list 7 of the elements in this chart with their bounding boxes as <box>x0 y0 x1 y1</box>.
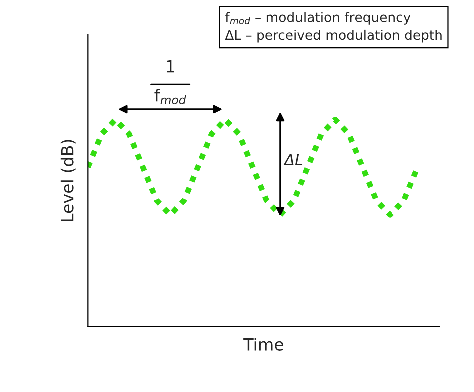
annotation: ΔL <box>284 154 303 166</box>
text: 1 <box>167 60 174 73</box>
y-axis-title: Level (dB) <box>60 140 76 222</box>
text: f$_{mod}$ <box>154 88 186 105</box>
x-axis-title: Time <box>244 338 284 351</box>
text: f$_{mod}$ – modulation frequency <box>225 12 411 25</box>
text: ΔL – perceived modulation depth <box>225 30 442 43</box>
